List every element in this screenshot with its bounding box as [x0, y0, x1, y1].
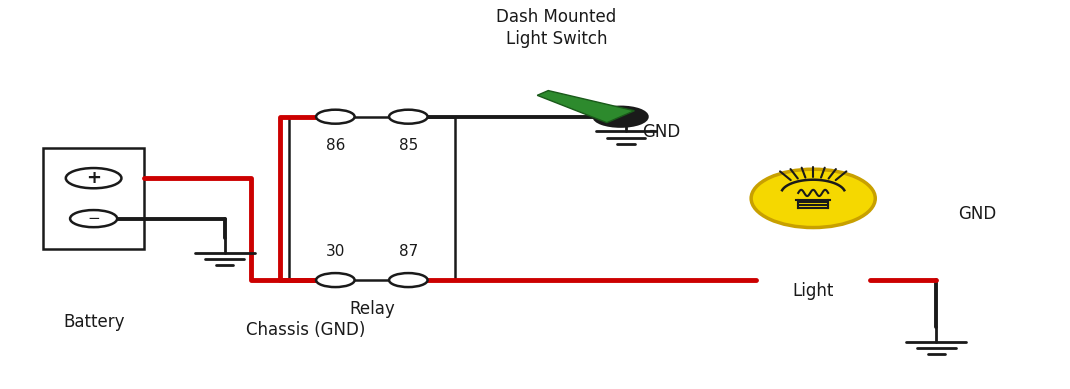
Circle shape	[316, 273, 354, 287]
Text: Relay: Relay	[350, 300, 395, 317]
Circle shape	[389, 110, 428, 124]
Circle shape	[316, 110, 354, 124]
Text: GND: GND	[958, 205, 996, 223]
Circle shape	[66, 168, 122, 188]
Circle shape	[71, 210, 118, 227]
Bar	[43, 148, 144, 249]
Circle shape	[389, 273, 428, 287]
Text: 30: 30	[325, 244, 345, 259]
Text: +: +	[86, 169, 102, 187]
Text: GND: GND	[642, 123, 681, 141]
Text: Battery: Battery	[63, 313, 125, 331]
Text: Light: Light	[793, 282, 834, 300]
Text: 86: 86	[325, 138, 345, 153]
Text: 87: 87	[399, 244, 418, 259]
Ellipse shape	[751, 169, 875, 228]
Circle shape	[594, 107, 647, 126]
Text: −: −	[88, 211, 100, 226]
Polygon shape	[537, 91, 635, 123]
Text: Dash Mounted
Light Switch: Dash Mounted Light Switch	[496, 8, 616, 48]
Text: 85: 85	[399, 138, 418, 153]
Bar	[289, 117, 455, 280]
Text: Chassis (GND): Chassis (GND)	[246, 321, 366, 339]
